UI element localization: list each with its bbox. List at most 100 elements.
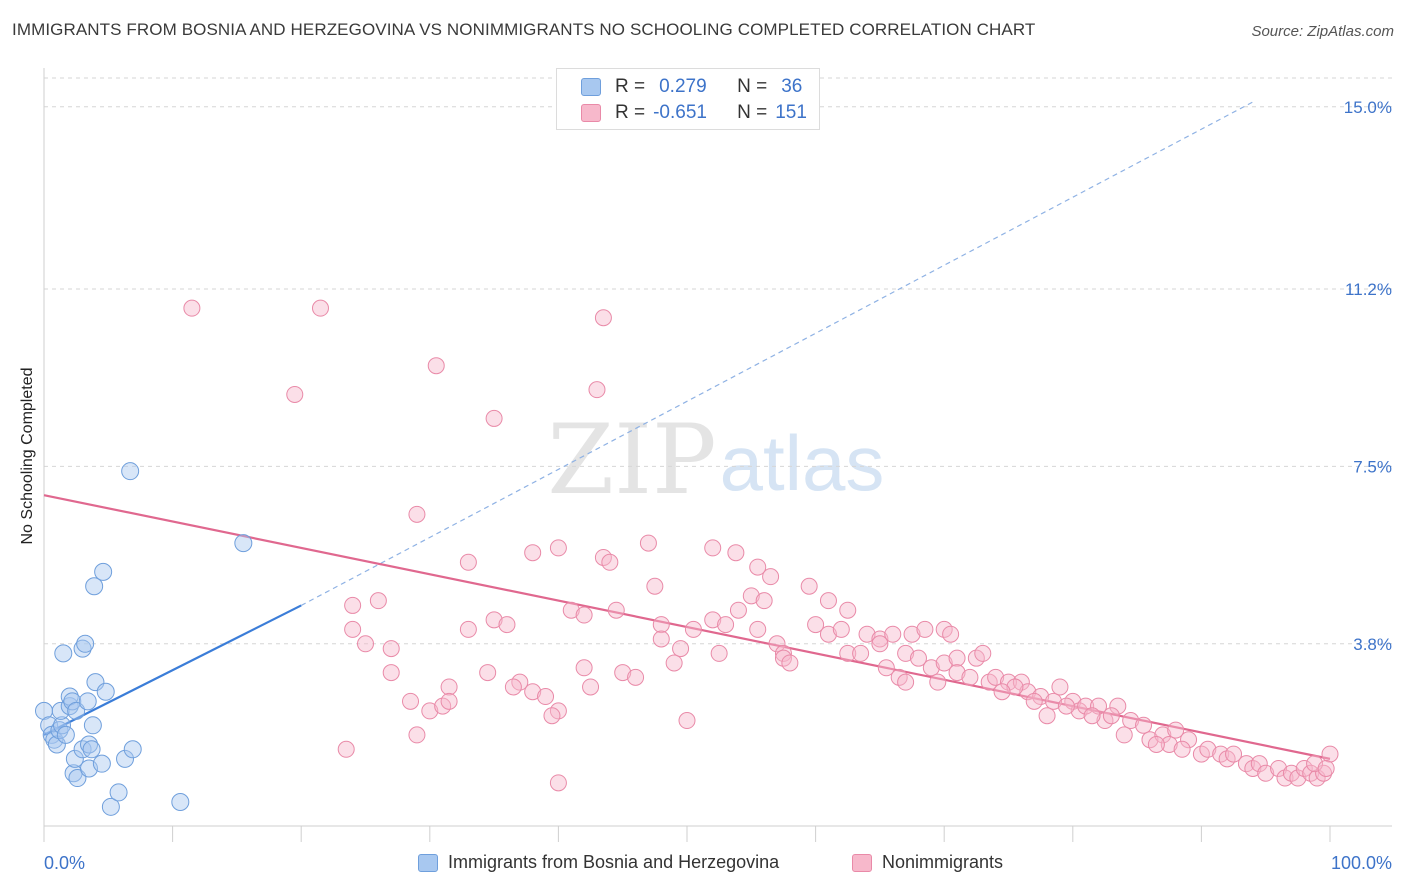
- immigrants-trendline: [43, 604, 302, 736]
- nonimmigrants-point: [897, 644, 915, 662]
- nonimmigrants-point: [183, 299, 201, 317]
- nonimmigrants-point: [1315, 764, 1333, 782]
- nonimmigrants-point: [1090, 697, 1108, 715]
- nonimmigrants-point: [665, 654, 683, 672]
- nonimmigrants-point: [1180, 731, 1198, 749]
- immigrants-point: [94, 562, 113, 581]
- nonimmigrants-point: [710, 644, 728, 662]
- r-value: -0.651: [653, 102, 707, 123]
- swatch-immigrants: [581, 78, 601, 96]
- nonimmigrants-point: [916, 620, 934, 638]
- nonimmigrants-point: [903, 625, 921, 643]
- nonimmigrants-point: [369, 592, 387, 610]
- nonimmigrants-point: [935, 654, 953, 672]
- nonimmigrants-point: [993, 683, 1011, 701]
- nonimmigrants-point: [1083, 707, 1101, 725]
- x-tick-label: 0.0%: [44, 853, 85, 873]
- r-value: 0.279: [659, 76, 707, 97]
- legend-item-nonimmigrants: Nonimmigrants: [852, 852, 1003, 873]
- stats-legend: R = 0.279 N = 36 R = -0.651 N = 151: [556, 68, 820, 130]
- nonimmigrants-point: [704, 539, 722, 557]
- nonimmigrants-point: [727, 544, 745, 562]
- nonimmigrants-point: [479, 664, 497, 682]
- nonimmigrants-point: [614, 664, 632, 682]
- nonimmigrants-point: [1057, 697, 1075, 715]
- nonimmigrants-point: [871, 635, 889, 653]
- trendlines: [43, 101, 1331, 760]
- nonimmigrants-point: [800, 577, 818, 595]
- legend-swatch-immigrants: [418, 853, 438, 872]
- nonimmigrants-point: [1270, 759, 1288, 777]
- nonimmigrants-point: [498, 616, 516, 634]
- nonimmigrants-point: [1160, 735, 1178, 753]
- nonimmigrants-point: [1051, 678, 1069, 696]
- immigrants-point: [67, 701, 86, 720]
- immigrants-point: [92, 754, 111, 773]
- nonimmigrants-point: [562, 601, 580, 619]
- nonimmigrants-point: [1045, 692, 1063, 710]
- nonimmigrants-point: [839, 601, 857, 619]
- immigrants-point: [73, 639, 92, 658]
- nonimmigrants-point: [742, 587, 760, 605]
- nonimmigrants-point: [427, 357, 445, 375]
- nonimmigrants-point: [1019, 683, 1037, 701]
- nonimmigrants-point: [549, 774, 567, 792]
- nonimmigrants-point: [807, 616, 825, 634]
- nonimmigrants-point: [1321, 745, 1339, 763]
- nonimmigrants-point: [819, 625, 837, 643]
- nonimmigrants-point: [1257, 764, 1275, 782]
- nonimmigrants-point: [961, 668, 979, 686]
- nonimmigrants-point: [871, 630, 889, 648]
- r-label: R =: [615, 102, 646, 123]
- immigrants-point: [68, 769, 87, 788]
- nonimmigrants-point: [549, 539, 567, 557]
- nonimmigrants-point: [948, 649, 966, 667]
- nonimmigrants-point: [1115, 726, 1133, 744]
- nonimmigrants-trendline: [43, 494, 1331, 760]
- nonimmigrants-point: [948, 664, 966, 682]
- nonimmigrants-point: [537, 688, 555, 706]
- nonimmigrants-point: [440, 678, 458, 696]
- nonimmigrants-point: [974, 644, 992, 662]
- nonimmigrants-point: [1199, 740, 1217, 758]
- nonimmigrants-point: [819, 592, 837, 610]
- nonimmigrants-point: [639, 534, 657, 552]
- nonimmigrants-point: [524, 683, 542, 701]
- immigrants-point: [109, 783, 128, 802]
- nonimmigrants-point: [582, 678, 600, 696]
- immigrants-point: [121, 462, 140, 481]
- immigrants-point: [47, 735, 66, 754]
- nonimmigrants-point: [877, 659, 895, 677]
- nonimmigrants-point: [344, 620, 362, 638]
- nonimmigrants-point: [755, 592, 773, 610]
- immigrants-point: [85, 577, 104, 596]
- nonimmigrants-point: [421, 702, 439, 720]
- immigrants-point: [54, 644, 73, 663]
- legend-label-nonimmigrants: Nonimmigrants: [882, 852, 1004, 872]
- nonimmigrants-point: [652, 616, 670, 634]
- nonimmigrants-point: [1122, 712, 1140, 730]
- immigrants-point: [53, 716, 72, 735]
- immigrants-point: [80, 735, 99, 754]
- nonimmigrants-point: [839, 644, 857, 662]
- nonimmigrants-point: [749, 558, 767, 576]
- series-legend: Immigrants from Bosnia and Herzegovina N…: [0, 852, 1406, 878]
- nonimmigrants-point: [524, 544, 542, 562]
- nonimmigrants-point: [357, 635, 374, 653]
- nonimmigrants-point: [408, 505, 426, 523]
- axes: [43, 68, 1392, 842]
- nonimmigrants-point: [729, 601, 747, 619]
- nonimmigrants-point: [286, 385, 304, 403]
- nonimmigrants-point: [1006, 678, 1024, 696]
- immigrants-point: [234, 534, 253, 553]
- nonimmigrants-point: [897, 673, 915, 691]
- legend-label-immigrants: Immigrants from Bosnia and Herzegovina: [448, 852, 780, 872]
- nonimmigrants-point: [1147, 735, 1165, 753]
- n-label: N =: [737, 76, 768, 97]
- nonimmigrants-point: [781, 654, 799, 672]
- immigrants-point: [51, 701, 70, 720]
- nonimmigrants-point: [1167, 721, 1185, 739]
- y-tick-label: 3.8%: [1353, 635, 1392, 654]
- nonimmigrants-point: [774, 644, 792, 662]
- nonimmigrants-point: [440, 692, 458, 710]
